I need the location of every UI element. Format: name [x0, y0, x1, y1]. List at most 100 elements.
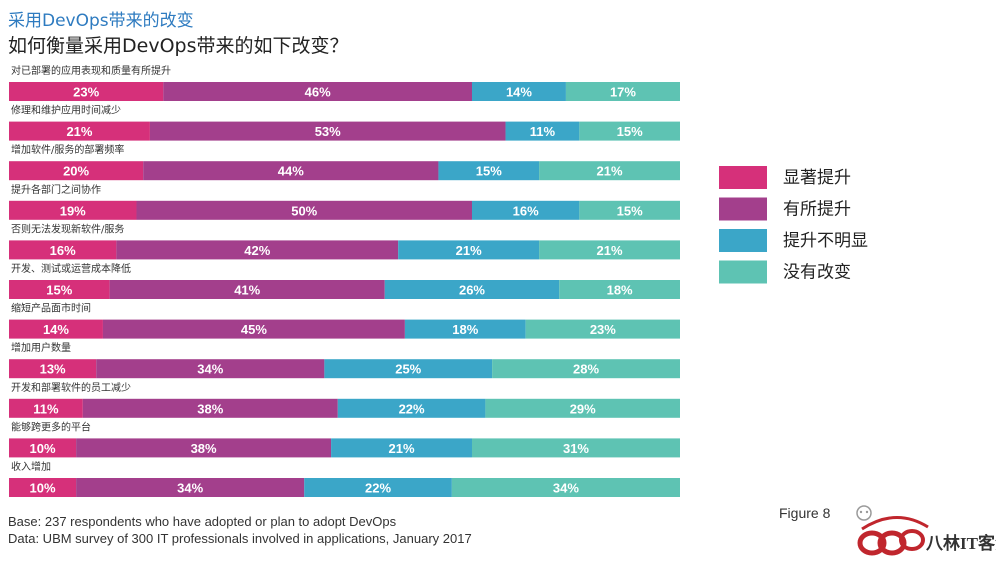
chart-subtitle: 如何衡量采用DevOps带来的如下改变？	[8, 35, 349, 57]
data-label: 15%	[46, 283, 72, 298]
bar-segment	[9, 438, 77, 458]
data-label: 21%	[389, 441, 415, 456]
data-label: 34%	[177, 481, 203, 496]
data-label: 14%	[43, 322, 69, 337]
bar-segment	[471, 82, 566, 101]
data-label: 21%	[597, 164, 623, 179]
bar-segment	[337, 398, 486, 418]
legend-swatch	[719, 229, 767, 252]
bar-segment	[451, 478, 680, 497]
bar-segment	[163, 82, 472, 101]
category-label: 缩短产品面市时间	[11, 302, 91, 315]
bar-segment	[9, 200, 137, 220]
bar-segment	[492, 359, 680, 379]
data-label: 18%	[607, 283, 633, 298]
bar-segment	[9, 82, 164, 101]
category-label: 增加软件/服务的部署频率	[11, 143, 124, 156]
bar-segment	[404, 319, 526, 339]
bar-segment	[324, 359, 493, 379]
watermark-logo: 八林IT客汇	[856, 505, 996, 556]
bar-segment	[96, 359, 325, 379]
legend-label: 提升不明显	[783, 231, 868, 251]
bar-segment	[9, 398, 83, 418]
legend-swatch	[719, 260, 767, 284]
bar-segment	[398, 240, 540, 260]
data-label: 20%	[63, 164, 89, 179]
watermark-text: 八林IT客汇	[926, 533, 996, 553]
data-label: 34%	[197, 362, 223, 377]
bar-segment	[579, 121, 680, 141]
bar-segment	[9, 280, 110, 299]
data-label: 50%	[291, 203, 317, 218]
data-label: 23%	[73, 85, 99, 100]
bar-segment	[109, 280, 385, 299]
bar-segment	[102, 319, 405, 339]
bar-segment	[76, 438, 332, 458]
bar-segment	[76, 478, 305, 497]
data-label: 46%	[305, 85, 331, 100]
bar-segment	[9, 240, 117, 260]
legend-swatch	[719, 166, 767, 189]
data-label: 16%	[50, 243, 76, 258]
chart-title: 采用DevOps带来的改变	[8, 11, 194, 31]
data-label: 38%	[197, 401, 223, 416]
bar-segment	[331, 438, 472, 458]
figure-label: Figure 8	[779, 505, 831, 521]
data-label: 15%	[617, 124, 643, 139]
data-label: 18%	[452, 322, 478, 337]
category-label: 开发、测试或运营成本降低	[11, 262, 131, 275]
data-label: 21%	[66, 124, 92, 139]
data-label: 19%	[60, 203, 86, 218]
category-label: 开发和部署软件的员工减少	[11, 381, 131, 394]
bar-segment	[471, 200, 580, 220]
category-label: 对已部署的应用表现和质量有所提升	[11, 64, 171, 77]
category-label: 增加用户数量	[11, 341, 71, 354]
bar-segment	[304, 478, 452, 497]
legend-label: 有所提升	[783, 200, 851, 220]
data-label: 26%	[459, 283, 485, 298]
data-label: 28%	[573, 362, 599, 377]
data-label: 21%	[456, 243, 482, 258]
bar-segment	[579, 200, 680, 220]
data-label: 22%	[365, 481, 391, 496]
bar-segment	[9, 121, 150, 141]
data-label: 10%	[30, 481, 56, 496]
data-label: 17%	[610, 85, 636, 100]
data-label: 53%	[315, 124, 341, 139]
bar-segment	[136, 200, 472, 220]
data-label: 21%	[597, 243, 623, 258]
bar-segment	[149, 121, 506, 141]
bar-segment	[539, 161, 680, 181]
data-label: 44%	[278, 164, 304, 179]
bar-segment	[559, 280, 680, 299]
data-label: 25%	[395, 362, 421, 377]
category-label: 修理和维护应用时间减少	[11, 104, 121, 117]
data-label: 42%	[244, 243, 270, 258]
category-label: 否则无法发现新软件/服务	[11, 222, 124, 235]
footnote-data-source: Data: UBM survey of 300 IT professionals…	[8, 531, 472, 546]
bar-segment	[471, 438, 680, 458]
bar-segment	[9, 359, 97, 379]
category-label: 收入增加	[11, 460, 51, 473]
legend-label: 显著提升	[783, 168, 851, 188]
data-label: 10%	[30, 441, 56, 456]
legend-label: 没有改变	[783, 263, 851, 283]
bar-segment	[539, 240, 680, 260]
bar-segment	[9, 161, 144, 181]
bar-segment	[438, 161, 540, 181]
data-label: 23%	[590, 322, 616, 337]
bar-segment	[82, 398, 338, 418]
bar-segment	[565, 82, 680, 101]
data-label: 29%	[570, 401, 596, 416]
bar-segment	[384, 280, 560, 299]
data-label: 13%	[40, 362, 66, 377]
data-label: 31%	[563, 441, 589, 456]
data-label: 15%	[476, 164, 502, 179]
data-label: 14%	[506, 85, 532, 100]
data-label: 11%	[33, 401, 59, 416]
category-label: 提升各部门之间协作	[11, 183, 101, 196]
bar-segment	[9, 478, 77, 497]
bar-segment	[525, 319, 680, 339]
bar-segment	[143, 161, 439, 181]
footnote-base: Base: 237 respondents who have adopted o…	[8, 514, 397, 529]
